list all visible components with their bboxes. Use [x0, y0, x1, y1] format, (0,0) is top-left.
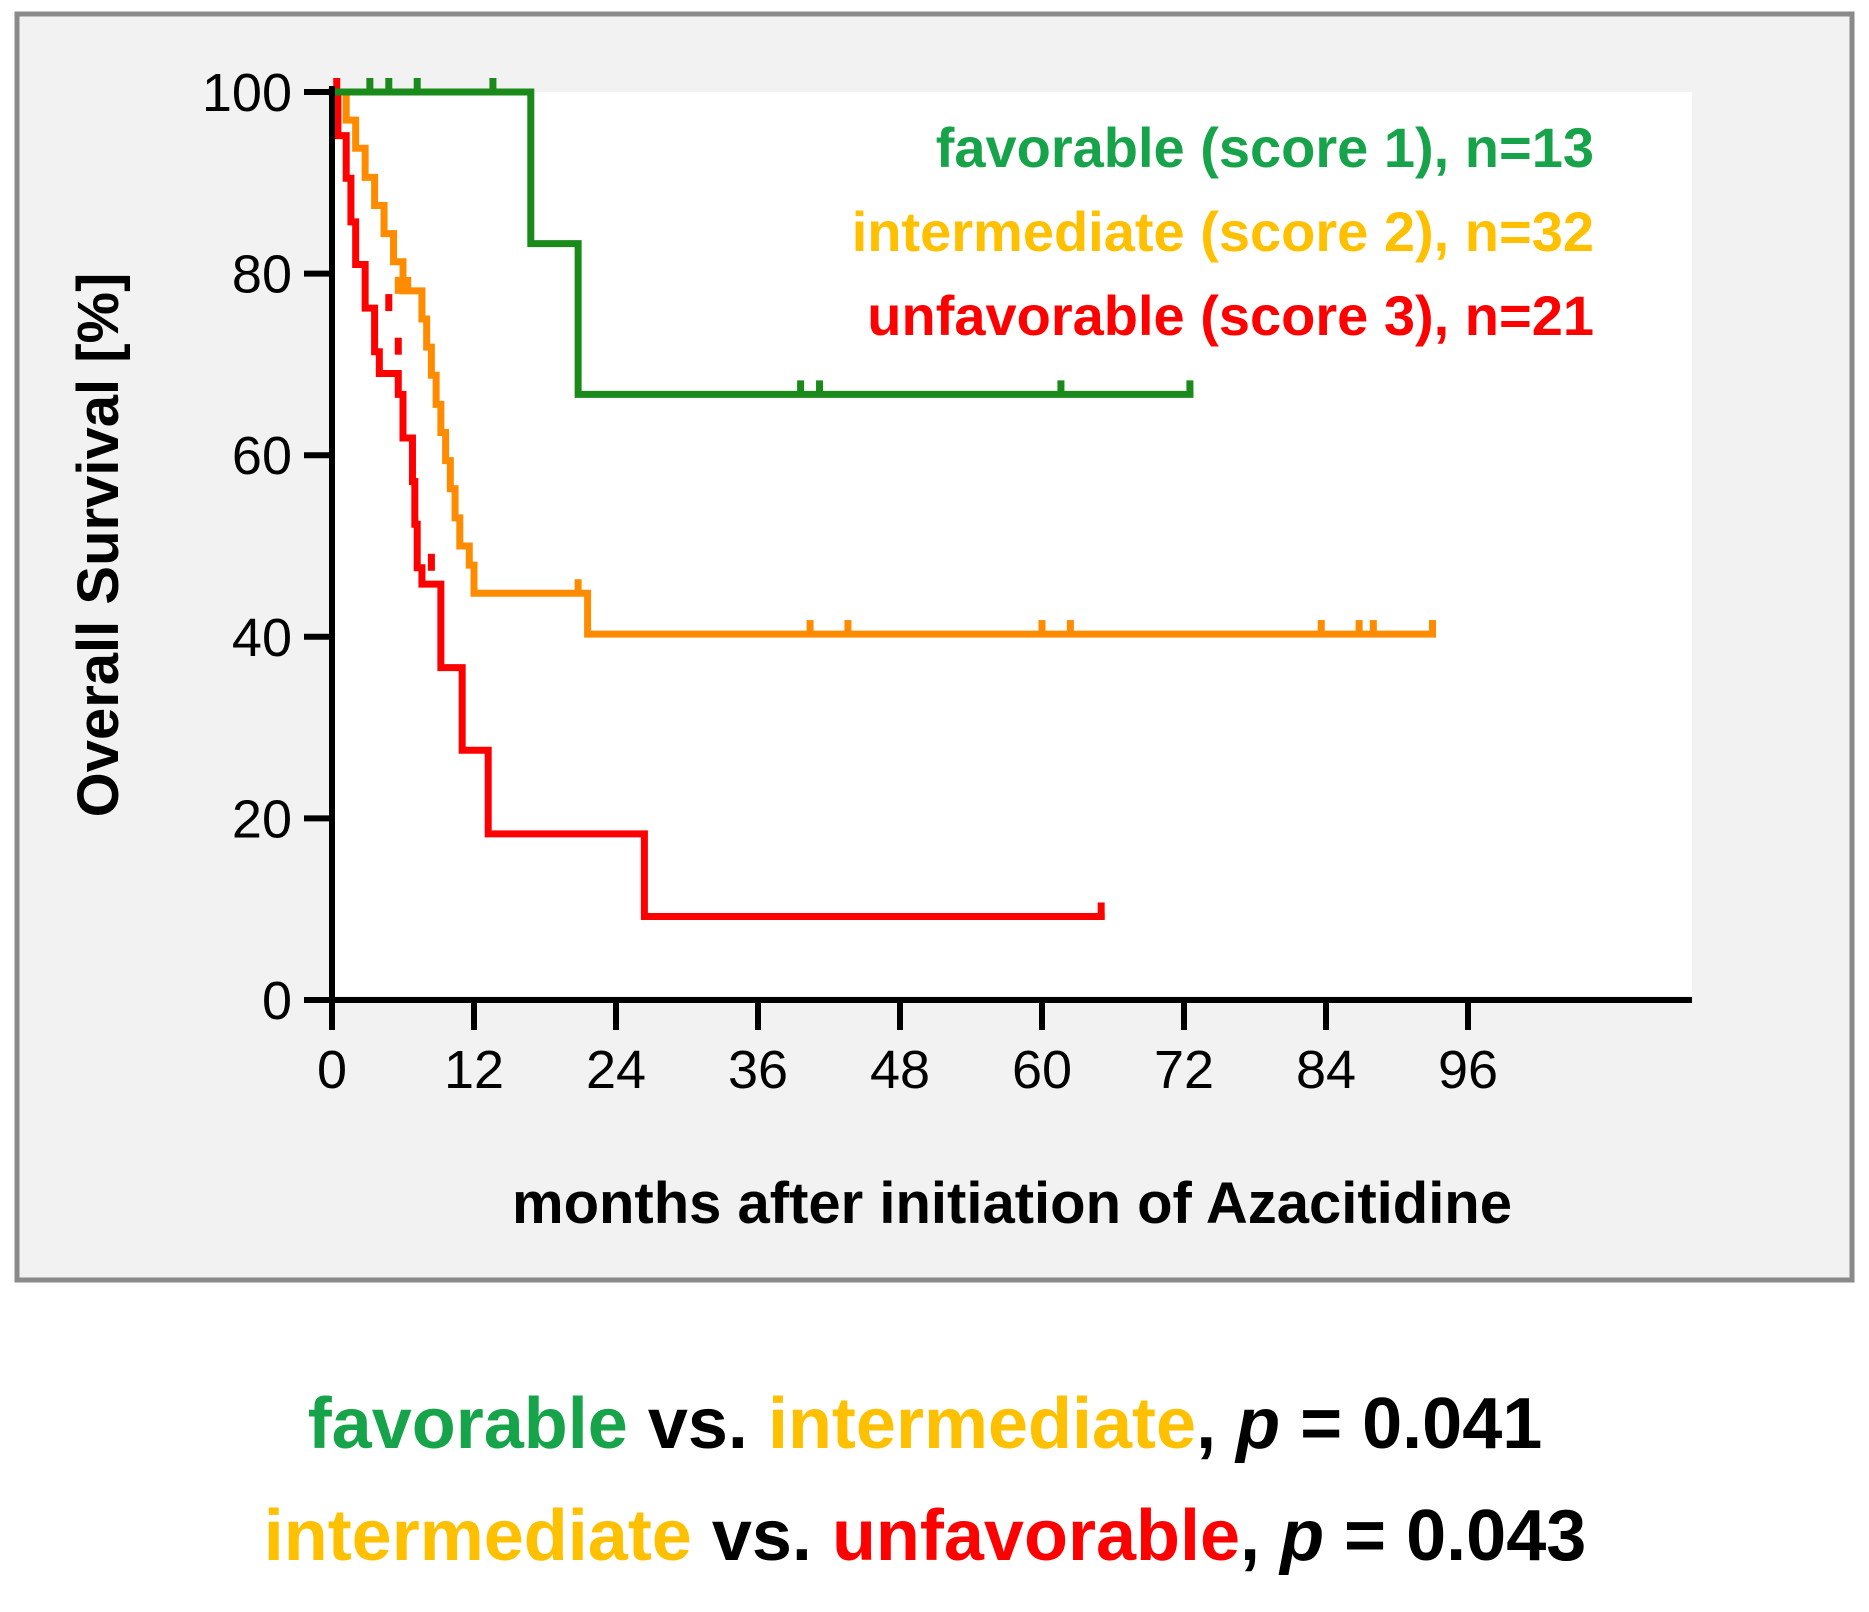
x-tick-label-60: 60 [1012, 1040, 1072, 1100]
legend-entry-favorable: favorable (score 1), n=13 [936, 116, 1594, 179]
x-tick-label-96: 96 [1438, 1040, 1498, 1100]
series-layer [328, 78, 1436, 920]
y-axis-title: Overall Survival [%] [66, 273, 131, 818]
series-unfavorable [328, 78, 1105, 920]
comparison-2-p-label: p [1278, 1496, 1324, 1576]
x-tick-label-36: 36 [728, 1040, 788, 1100]
y-tick-label-80: 80 [232, 245, 292, 305]
comparison-2-vs: vs. [692, 1496, 832, 1576]
comparison-2-group-a: intermediate [264, 1496, 692, 1576]
comparison-1-p-label: p [1234, 1384, 1280, 1464]
y-tick-label-0: 0 [262, 971, 292, 1031]
series-favorable [328, 78, 1194, 398]
survival-curve-unfavorable [328, 88, 1105, 920]
survival-curve-intermediate [328, 88, 1436, 638]
comparison-1-group-a: favorable [308, 1384, 628, 1464]
comparison-2-p-value: = 0.043 [1324, 1496, 1586, 1576]
comparison-line-2: intermediate vs. unfavorable, p = 0.043 [264, 1496, 1587, 1576]
x-tick-label-72: 72 [1154, 1040, 1214, 1100]
comparison-1-vs: vs. [628, 1384, 768, 1464]
legend-entry-unfavorable: unfavorable (score 3), n=21 [867, 284, 1594, 347]
legend-entry-intermediate: intermediate (score 2), n=32 [852, 200, 1594, 263]
comparison-2-sep: , [1240, 1496, 1280, 1576]
x-axis-title: months after initiation of Azacitidine [512, 1171, 1512, 1236]
comparison-1-group-b: intermediate [768, 1384, 1196, 1464]
comparison-1-p-value: = 0.041 [1280, 1384, 1542, 1464]
x-tick-label-0: 0 [317, 1040, 347, 1100]
comparison-2-group-b: unfavorable [832, 1496, 1240, 1576]
x-tick-label-12: 12 [444, 1040, 504, 1100]
x-tick-label-84: 84 [1296, 1040, 1356, 1100]
series-intermediate [328, 88, 1436, 638]
x-tick-label-48: 48 [870, 1040, 930, 1100]
x-tick-label-24: 24 [586, 1040, 646, 1100]
comparison-line-1: favorable vs. intermediate, p = 0.041 [308, 1384, 1543, 1464]
comparison-1-sep: , [1196, 1384, 1236, 1464]
y-tick-label-100: 100 [202, 63, 292, 123]
axes-layer: 0 20 40 60 80 100 0 12 24 36 48 60 72 84 96 [202, 63, 1692, 1100]
y-tick-label-40: 40 [232, 608, 292, 668]
survival-curve-favorable [328, 88, 1194, 398]
y-tick-label-20: 20 [232, 789, 292, 849]
y-tick-label-60: 60 [232, 426, 292, 486]
legend: favorable (score 1), n=13 intermediate (… [852, 116, 1594, 347]
